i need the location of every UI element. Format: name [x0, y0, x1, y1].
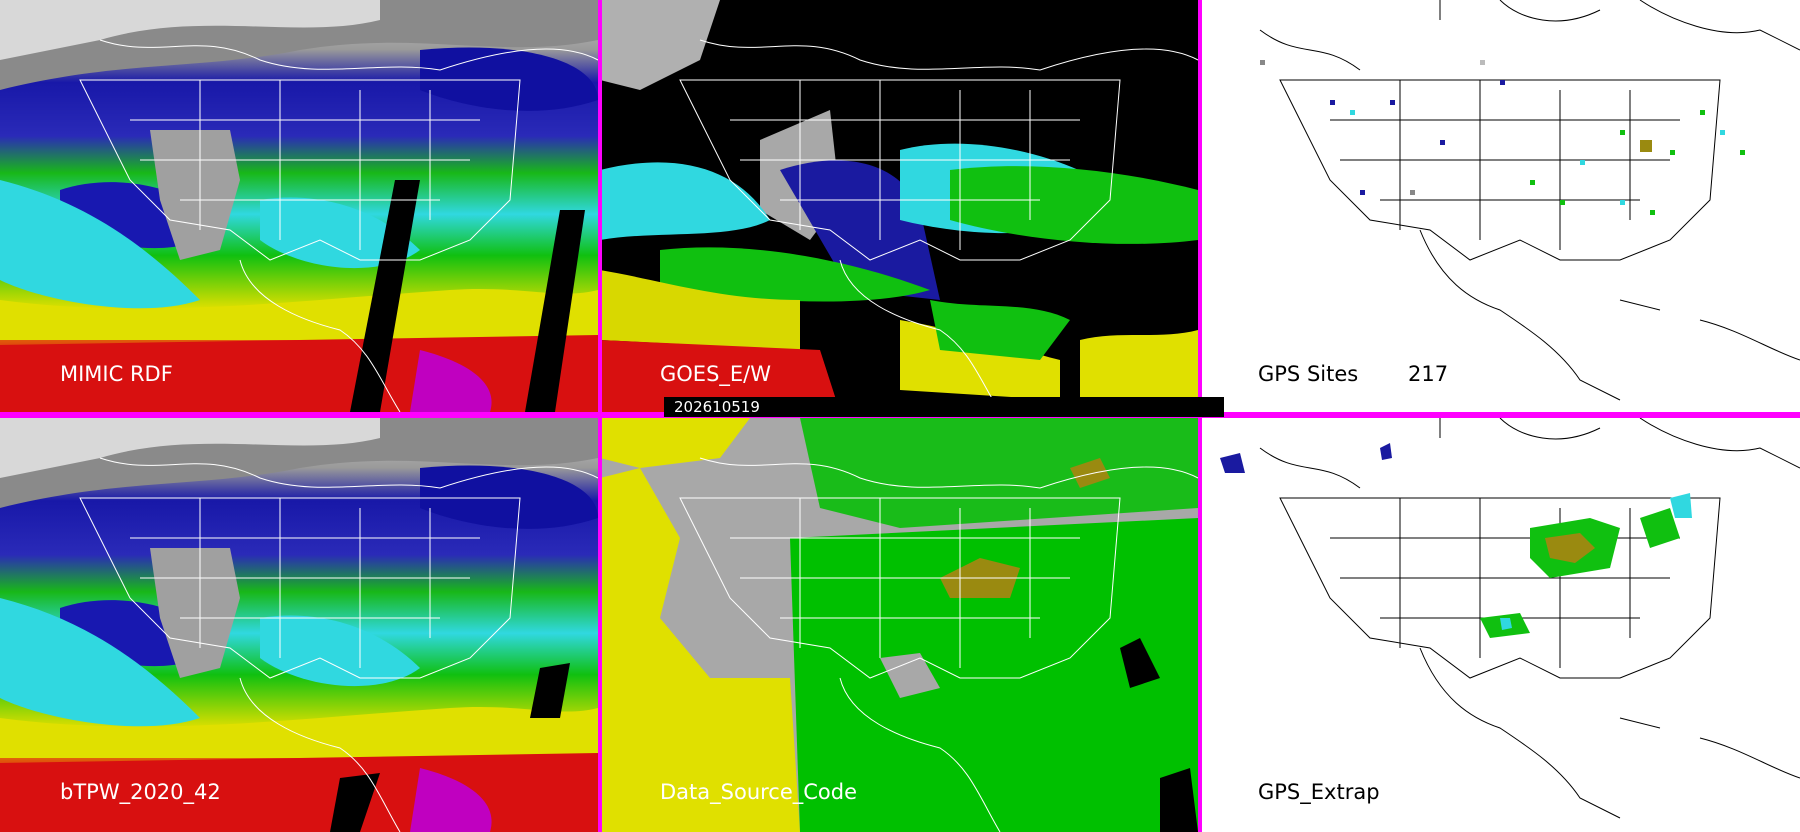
data-source-map — [600, 418, 1198, 832]
btpw-panel: bTPW_2020_42 — [0, 418, 598, 832]
goes-label: GOES_E/W — [660, 362, 772, 386]
btpw-label: bTPW_2020_42 — [60, 780, 221, 804]
data-source-panel: Data_Source_Code — [600, 418, 1198, 832]
gps-extrap-panel: GPS_Extrap — [1200, 418, 1800, 832]
gps-extrap-map — [1200, 418, 1800, 832]
mimic-rdf-panel: MIMIC RDF — [0, 0, 598, 412]
timestamp-text: 202610519 — [674, 398, 760, 416]
gps-sites-panel: GPS Sites 217 — [1200, 0, 1800, 412]
data-source-label: Data_Source_Code — [660, 780, 858, 804]
mimic-rdf-map — [0, 0, 598, 412]
goes-panel: GOES_E/W — [600, 0, 1198, 412]
gps-sites-label: GPS Sites — [1258, 362, 1359, 386]
btpw-map — [0, 418, 598, 832]
timestamp-bar: 202610519 — [664, 397, 1224, 417]
goes-map — [600, 0, 1198, 412]
gps-sites-map — [1200, 0, 1800, 412]
gps-extrap-label: GPS_Extrap — [1258, 780, 1380, 804]
vertical-separator-left — [598, 0, 602, 832]
gps-sites-count: 217 — [1408, 362, 1449, 386]
mimic-rdf-label: MIMIC RDF — [60, 362, 173, 386]
